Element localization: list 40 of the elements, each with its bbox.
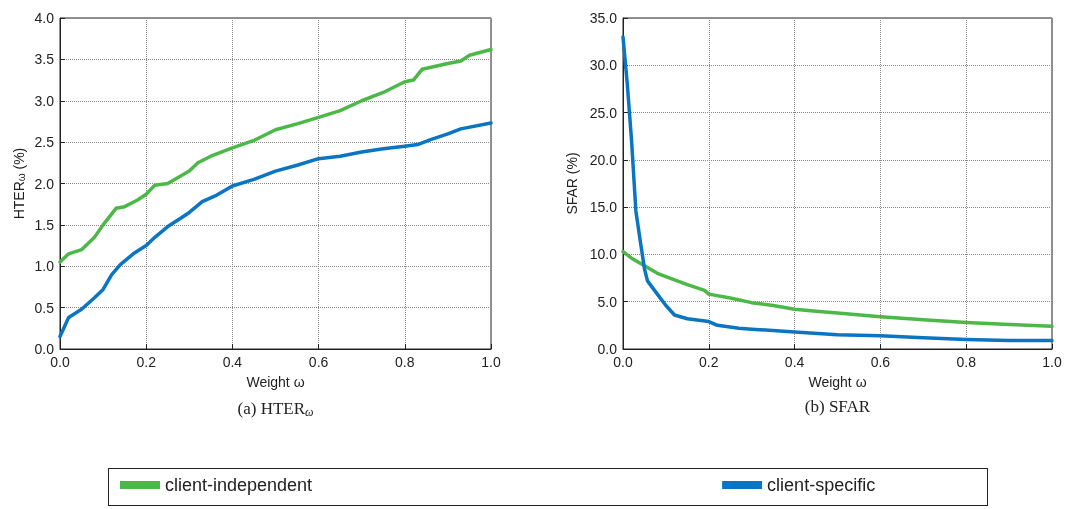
y-tick-label: 10.0	[589, 246, 618, 263]
y-tick-label: 15.0	[589, 199, 618, 216]
y-tick-label: 1.5	[34, 216, 55, 233]
x-tick-label: 0.8	[395, 354, 415, 370]
x-tick-label: 0.2	[699, 354, 719, 370]
y-tick-label: 3.5	[34, 51, 55, 68]
y-tick-label: 0.0	[597, 341, 618, 357]
y-tick-label: 20.0	[589, 151, 618, 168]
y-axis-title: HTERω (%)	[11, 147, 27, 220]
x-tick-label: 0.2	[136, 354, 157, 370]
y-tick-label: 0.0	[34, 341, 55, 357]
text: (b) SFAR	[804, 397, 871, 416]
y-tick-label: 3.0	[34, 92, 55, 109]
x-tick-label: 0.6	[870, 354, 891, 370]
line-series	[58, 47, 493, 264]
x-tick-label: 0.6	[308, 354, 329, 370]
legend-label: client-independent	[165, 475, 313, 495]
y-tick-label: 0.5	[34, 299, 55, 316]
x-axis-title: Weight ω	[246, 374, 305, 390]
y-tick-label: 1.0	[34, 258, 55, 275]
y-tick-label: 5.0	[597, 293, 618, 310]
x-tick-label: 0.0	[50, 354, 70, 370]
x-tick-label: 0.8	[956, 354, 977, 370]
y-tick-label: 2.5	[34, 134, 55, 151]
line-series	[58, 121, 493, 339]
x-axis-title: Weight ω	[808, 374, 867, 390]
x-tick-label: 0.0	[613, 354, 633, 370]
line-series	[621, 249, 1054, 329]
y-tick-label: 4.0	[34, 10, 55, 26]
x-tick-label: 1.0	[1042, 354, 1062, 370]
legend-label: client-specific	[767, 475, 876, 495]
line-series	[621, 35, 1054, 343]
x-tick-label: 0.4	[784, 354, 805, 370]
y-tick-label: 35.0	[589, 10, 618, 26]
y-axis-title: SFAR (%)	[563, 152, 580, 215]
x-tick-label: 1.0	[481, 354, 501, 370]
y-tick-label: 25.0	[589, 104, 618, 121]
y-tick-label: 30.0	[589, 57, 618, 74]
x-tick-label: 0.4	[222, 354, 243, 370]
y-tick-label: 2.0	[34, 175, 55, 192]
